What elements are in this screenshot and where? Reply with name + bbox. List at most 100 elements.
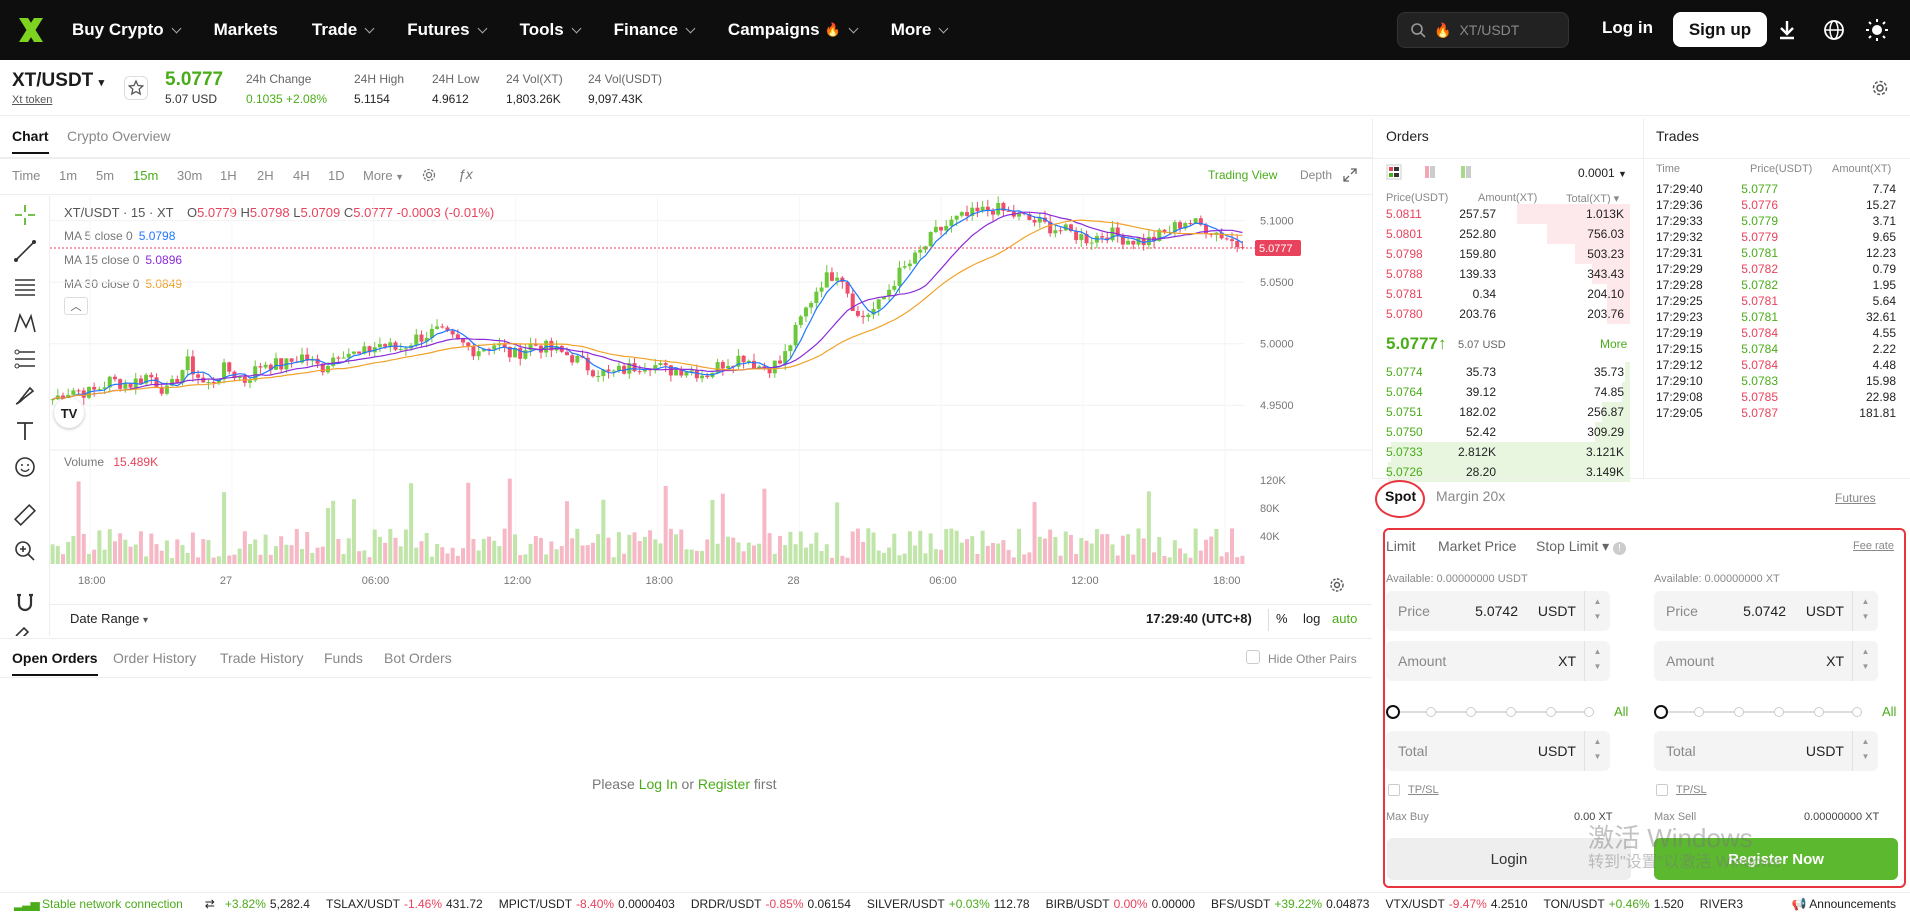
pattern-icon[interactable] <box>12 310 38 336</box>
timeframe-15m[interactable]: 15m <box>133 168 158 183</box>
order-type-limit[interactable]: Limit <box>1386 538 1416 554</box>
order-type-stop-limit[interactable]: Stop Limit ▾ ! <box>1536 538 1627 555</box>
nav-item-markets[interactable]: Markets <box>214 20 278 40</box>
price-chart[interactable]: 5.1000 5.0500 5.0000 4.9500 120K 80K 40K 18:00 2… <box>50 196 1372 606</box>
pair-selector[interactable]: XT/USDT ▾ <box>12 70 104 92</box>
signup-button[interactable]: Sign up <box>1673 12 1767 47</box>
sell-amount-stepper[interactable]: ▲ ▼ <box>1852 641 1878 681</box>
nav-item-campaigns[interactable]: Campaigns 🔥 <box>728 20 859 40</box>
timeframe-time[interactable]: Time <box>12 168 40 183</box>
nav-item-trade[interactable]: Trade <box>312 20 375 40</box>
nav-item-buy-crypto[interactable]: Buy Crypto <box>72 20 182 40</box>
magnet-icon[interactable] <box>12 590 38 616</box>
timeframe-more[interactable]: More ▼ <box>363 168 404 183</box>
footer-ticker[interactable]: BFS/USDT +39.22% 0.04873 <box>1211 897 1369 911</box>
footer-ticker[interactable]: BIRB/USDT 0.00% 0.00000 <box>1046 897 1195 911</box>
tab-order-history[interactable]: Order History <box>113 650 197 666</box>
timeframe-2h[interactable]: 2H <box>257 168 274 183</box>
slider-knob[interactable] <box>1386 705 1400 719</box>
horizontal-lines-icon[interactable] <box>12 274 38 300</box>
percent-scale-toggle[interactable]: % <box>1276 611 1288 626</box>
expand-icon[interactable] <box>1343 168 1357 182</box>
sell-total-input[interactable]: Total USDT ▲ ▼ <box>1654 731 1878 771</box>
timeframe-4h[interactable]: 4H <box>293 168 310 183</box>
trend-line-icon[interactable] <box>12 238 38 264</box>
brush-icon[interactable] <box>12 382 38 408</box>
bid-row[interactable]: 5.0726 28.20 3.149K <box>1378 462 1630 482</box>
buy-price-input[interactable]: Price 5.0742 USDT ▲ ▼ <box>1386 591 1610 631</box>
empty-register-link[interactable]: Register <box>697 776 751 792</box>
buy-amount-input[interactable]: Amount XT ▲ ▼ <box>1386 641 1610 681</box>
announcements-link[interactable]: 📢 Announcements <box>1792 897 1896 911</box>
register-now-button[interactable]: Register Now <box>1654 838 1898 880</box>
sell-price-input[interactable]: Price 5.0742 USDT ▲ ▼ <box>1654 591 1878 631</box>
xt-logo[interactable] <box>16 15 46 45</box>
indicator-settings-icon[interactable] <box>422 168 436 182</box>
depth-link[interactable]: Depth <box>1300 168 1333 182</box>
bid-row[interactable]: 5.0733 2.812K 3.121K <box>1378 442 1630 462</box>
orderbook-both-icon[interactable] <box>1386 164 1402 180</box>
search-input[interactable]: 🔥 XT/USDT <box>1397 12 1569 48</box>
slider-step[interactable] <box>1814 707 1824 717</box>
ask-row[interactable]: 5.0788 139.33 343.43 <box>1378 264 1630 284</box>
footer-ticker[interactable]: TSLAX/USDT -1.46% 431.72 <box>326 897 483 911</box>
favorite-star-icon[interactable] <box>124 76 148 100</box>
bid-row[interactable]: 5.0751 182.02 256.87 <box>1378 402 1630 422</box>
collapse-legend-button[interactable]: ︿ <box>64 297 88 315</box>
slider-step[interactable] <box>1466 707 1476 717</box>
slider-knob[interactable] <box>1654 705 1668 719</box>
empty-login-link[interactable]: Log In <box>638 776 678 792</box>
ob-header-total[interactable]: Total(XT) ▾ <box>1566 193 1620 205</box>
bid-row[interactable]: 5.0750 52.42 309.29 <box>1378 422 1630 442</box>
ask-row[interactable]: 5.0781 0.34 204.10 <box>1378 284 1630 304</box>
slider-step[interactable] <box>1734 707 1744 717</box>
zoom-in-icon[interactable] <box>12 538 38 564</box>
settings-gear-icon[interactable] <box>1872 80 1888 96</box>
orderbook-bids-icon[interactable] <box>1458 164 1474 180</box>
sell-price-stepper[interactable]: ▲ ▼ <box>1852 591 1878 631</box>
lock-drawing-icon[interactable] <box>12 624 38 636</box>
sell-all-button[interactable]: All <box>1882 704 1897 719</box>
footer-ticker[interactable]: +3.82% 5,282.4 <box>221 897 310 911</box>
sell-total-stepper[interactable]: ▲ ▼ <box>1852 731 1878 771</box>
buy-all-button[interactable]: All <box>1614 704 1629 719</box>
buy-amount-stepper[interactable]: ▲ ▼ <box>1584 641 1610 681</box>
timeframe-5m[interactable]: 5m <box>96 168 114 183</box>
slider-step[interactable] <box>1584 707 1594 717</box>
sell-amount-input[interactable]: Amount XT ▲ ▼ <box>1654 641 1878 681</box>
futures-link[interactable]: Futures <box>1835 491 1876 505</box>
bid-row[interactable]: 5.0774 35.73 35.73 <box>1378 362 1630 382</box>
nav-item-tools[interactable]: Tools <box>520 20 582 40</box>
theme-toggle-icon[interactable] <box>1865 18 1889 42</box>
precision-select[interactable]: 0.0001 ▼ <box>1578 166 1627 180</box>
sell-tpsl-checkbox[interactable] <box>1656 784 1668 796</box>
emoji-icon[interactable] <box>12 454 38 480</box>
tab-open-orders[interactable]: Open Orders <box>12 650 98 676</box>
buy-total-input[interactable]: Total USDT ▲ ▼ <box>1386 731 1610 771</box>
tab-funds[interactable]: Funds <box>324 650 363 666</box>
token-name[interactable]: Xt token <box>12 94 53 106</box>
footer-ticker[interactable]: MPICT/USDT -8.40% 0.0000403 <box>499 897 675 911</box>
tab-margin[interactable]: Margin 20x <box>1436 488 1506 504</box>
crosshair-icon[interactable] <box>12 202 38 228</box>
tab-crypto-overview[interactable]: Crypto Overview <box>67 128 171 144</box>
auto-scale-toggle[interactable]: auto <box>1332 611 1358 626</box>
info-icon[interactable]: ! <box>1613 542 1627 555</box>
footer-ticker[interactable]: RIVER3 <box>1700 897 1751 911</box>
ask-row[interactable]: 5.0801 252.80 756.03 <box>1378 224 1630 244</box>
timeframe-1d[interactable]: 1D <box>328 168 345 183</box>
tab-chart[interactable]: Chart <box>12 128 49 154</box>
buy-amount-slider[interactable] <box>1386 705 1594 719</box>
ask-row[interactable]: 5.0798 159.80 503.23 <box>1378 244 1630 264</box>
ask-row[interactable]: 5.0811 257.57 1.013K <box>1378 204 1630 224</box>
login-link[interactable]: Log in <box>1602 18 1653 37</box>
ask-row[interactable]: 5.0780 203.76 203.76 <box>1378 304 1630 324</box>
slider-step[interactable] <box>1506 707 1516 717</box>
tab-bot-orders[interactable]: Bot Orders <box>384 650 452 666</box>
ob-more-link[interactable]: More <box>1600 337 1628 351</box>
order-type-market[interactable]: Market Price <box>1438 538 1517 554</box>
footer-ticker[interactable]: VTX/USDT -9.47% 4.2510 <box>1385 897 1527 911</box>
sell-amount-slider[interactable] <box>1654 705 1862 719</box>
nav-item-finance[interactable]: Finance <box>614 20 696 40</box>
login-button[interactable]: Login <box>1387 838 1631 880</box>
